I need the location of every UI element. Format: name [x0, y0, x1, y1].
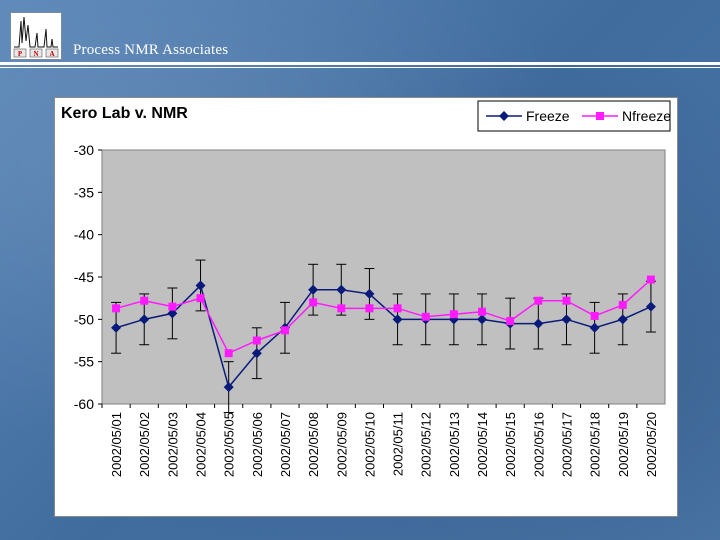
data-point-freeze: [251, 348, 262, 359]
data-point-nfreeze: [252, 336, 261, 345]
x-tick-label: 2002/05/16: [531, 412, 546, 477]
x-tick-label: 2002/05/18: [588, 412, 603, 477]
data-point-freeze: [223, 382, 234, 393]
data-point-nfreeze: [309, 298, 318, 307]
nmr-spectrum-logo-icon: P N A: [13, 16, 59, 58]
x-tick-label: 2002/05/08: [306, 412, 321, 477]
logo-letter-n: N: [33, 50, 38, 58]
x-tick-label: 2002/05/01: [109, 412, 124, 477]
series-line-nfreeze: [115, 278, 652, 355]
data-point-nfreeze: [478, 307, 487, 316]
legend-label-freeze: Freeze: [526, 108, 570, 124]
data-point-nfreeze: [534, 296, 543, 305]
x-tick-label: 2002/05/06: [250, 412, 265, 477]
x-tick-label: 2002/05/15: [503, 412, 518, 477]
legend-label-nfreeze: Nfreeze: [622, 108, 671, 124]
data-point-nfreeze: [562, 296, 571, 305]
data-point-freeze: [533, 318, 544, 329]
y-tick-label: -35: [74, 184, 94, 200]
x-tick-label: 2002/05/13: [447, 412, 462, 477]
data-point-freeze: [561, 314, 572, 325]
data-point-nfreeze: [393, 304, 402, 313]
x-tick-label: 2002/05/07: [278, 412, 293, 477]
data-point-freeze: [477, 314, 488, 325]
data-point-nfreeze: [280, 326, 289, 335]
data-point-nfreeze: [421, 312, 430, 321]
x-tick-label: 2002/05/09: [334, 412, 349, 477]
data-point-nfreeze: [224, 349, 233, 358]
header-divider: [0, 62, 720, 65]
data-point-freeze: [111, 322, 122, 333]
company-logo: P N A: [10, 12, 62, 60]
x-tick-label: 2002/05/12: [419, 412, 434, 477]
y-tick-label: -50: [74, 311, 94, 327]
data-point-nfreeze: [196, 294, 205, 303]
data-point-freeze: [195, 280, 206, 291]
data-point-freeze: [364, 288, 375, 299]
x-tick-label: 2002/05/10: [362, 412, 377, 477]
y-tick-label: -55: [74, 354, 94, 370]
plot-area: [101, 149, 666, 405]
data-point-freeze: [589, 322, 600, 333]
x-tick-label: 2002/05/03: [165, 412, 180, 477]
data-point-nfreeze: [646, 275, 655, 284]
data-point-nfreeze: [590, 311, 599, 320]
data-point-freeze: [617, 314, 628, 325]
data-point-nfreeze: [618, 300, 627, 309]
data-point-nfreeze: [365, 304, 374, 313]
x-tick-label: 2002/05/04: [194, 412, 209, 477]
x-tick-label: 2002/05/19: [616, 412, 631, 477]
x-tick-label: 2002/05/14: [475, 412, 490, 477]
data-point-freeze: [336, 284, 347, 295]
chart-panel: Kero Lab v. NMR -30 -35 -40 -45 -50 -55 -60 2002…: [54, 97, 678, 517]
data-point-freeze: [645, 301, 656, 312]
x-tick-label: 2002/05/17: [559, 412, 574, 477]
legend-marker-nfreeze: [596, 112, 604, 120]
data-point-nfreeze: [449, 310, 458, 319]
y-tick-label: -45: [74, 269, 94, 285]
data-point-nfreeze: [337, 304, 346, 313]
data-point-freeze: [392, 314, 403, 325]
x-tick-label: 2002/05/05: [222, 412, 237, 477]
x-tick-label: 2002/05/20: [644, 412, 659, 477]
y-tick-label: -40: [74, 227, 94, 243]
data-point-nfreeze: [140, 296, 149, 305]
x-tick-label: 2002/05/02: [137, 412, 152, 477]
legend-marker-freeze: [499, 111, 509, 121]
y-tick-label: -60: [74, 396, 94, 412]
data-point-freeze: [167, 308, 178, 319]
data-point-freeze: [308, 284, 319, 295]
chart-title: Kero Lab v. NMR: [61, 105, 188, 122]
data-point-nfreeze: [168, 302, 177, 311]
line-chart: Kero Lab v. NMR -30 -35 -40 -45 -50 -55 -60 2002…: [61, 100, 671, 477]
series-line-freeze: [115, 284, 652, 389]
data-point-freeze: [139, 314, 150, 325]
data-point-nfreeze: [506, 317, 515, 326]
x-tick-label: 2002/05/11: [391, 412, 406, 476]
logo-letter-a: A: [49, 50, 54, 58]
logo-letter-p: P: [18, 50, 23, 58]
data-point-freeze: [448, 314, 459, 325]
y-tick-label: -30: [74, 142, 94, 158]
company-title: Process NMR Associates: [73, 42, 229, 58]
header-divider-thin: [0, 67, 720, 68]
data-point-nfreeze: [112, 304, 121, 313]
